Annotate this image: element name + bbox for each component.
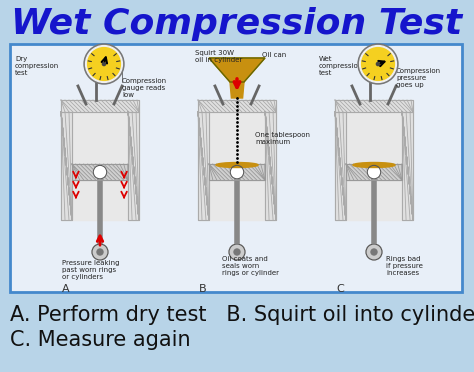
Bar bbox=[61, 112, 72, 220]
Circle shape bbox=[97, 249, 103, 255]
Bar bbox=[61, 100, 139, 112]
Circle shape bbox=[84, 44, 124, 84]
Bar bbox=[402, 112, 413, 220]
Text: Oil can: Oil can bbox=[262, 52, 286, 58]
Bar bbox=[72, 164, 128, 180]
Bar bbox=[346, 164, 402, 180]
Bar bbox=[335, 112, 346, 220]
Bar bbox=[72, 164, 128, 180]
Circle shape bbox=[371, 249, 377, 255]
Text: One tablespoon
maximum: One tablespoon maximum bbox=[255, 132, 310, 145]
Bar bbox=[265, 112, 276, 220]
Text: Oil coats and
seals worn
rings or cylinder: Oil coats and seals worn rings or cylind… bbox=[222, 256, 279, 276]
Circle shape bbox=[234, 249, 240, 255]
Bar bbox=[265, 112, 276, 220]
Text: A. Perform dry test   B. Squirt oil into cylinder: A. Perform dry test B. Squirt oil into c… bbox=[10, 305, 474, 325]
Text: C. Measure again: C. Measure again bbox=[10, 330, 191, 350]
Text: Squirt 30W
oil in cylinder: Squirt 30W oil in cylinder bbox=[195, 50, 242, 63]
Bar bbox=[128, 112, 139, 220]
Text: Dry
compression
test: Dry compression test bbox=[15, 56, 59, 76]
Ellipse shape bbox=[216, 163, 258, 167]
Circle shape bbox=[92, 244, 108, 260]
Text: Compression
pressure
goes up: Compression pressure goes up bbox=[396, 68, 441, 88]
Bar bbox=[346, 112, 402, 220]
Bar bbox=[402, 112, 413, 220]
Bar bbox=[209, 164, 265, 180]
Circle shape bbox=[88, 48, 120, 80]
Text: Pressure leaking
past worn rings
or cylinders: Pressure leaking past worn rings or cyli… bbox=[62, 260, 119, 280]
Circle shape bbox=[367, 166, 381, 179]
Bar bbox=[335, 112, 346, 220]
Bar bbox=[72, 112, 128, 220]
Text: A: A bbox=[62, 284, 70, 294]
Bar bbox=[61, 112, 72, 220]
Text: Wet
compression
test: Wet compression test bbox=[319, 56, 363, 76]
Bar bbox=[209, 164, 265, 180]
Bar bbox=[335, 100, 413, 112]
Circle shape bbox=[102, 62, 106, 65]
Bar bbox=[198, 100, 276, 112]
Bar bbox=[346, 164, 402, 180]
Bar bbox=[198, 112, 209, 220]
Bar bbox=[198, 100, 276, 112]
Circle shape bbox=[229, 244, 245, 260]
Text: Wet Compression Test: Wet Compression Test bbox=[11, 7, 463, 41]
Polygon shape bbox=[230, 82, 244, 98]
Circle shape bbox=[362, 48, 394, 80]
Circle shape bbox=[366, 244, 382, 260]
Ellipse shape bbox=[353, 163, 395, 167]
Bar bbox=[335, 100, 413, 112]
Bar bbox=[209, 112, 265, 220]
Text: Rings bad
if pressure
increases: Rings bad if pressure increases bbox=[386, 256, 423, 276]
Circle shape bbox=[358, 44, 398, 84]
Bar bbox=[198, 112, 209, 220]
Circle shape bbox=[376, 62, 380, 65]
Polygon shape bbox=[209, 58, 265, 82]
Text: Compression
gauge reads
low: Compression gauge reads low bbox=[122, 78, 167, 98]
Circle shape bbox=[93, 166, 107, 179]
Bar bbox=[61, 100, 139, 112]
Bar bbox=[128, 112, 139, 220]
Circle shape bbox=[230, 166, 244, 179]
Text: B: B bbox=[199, 284, 207, 294]
Text: C: C bbox=[336, 284, 344, 294]
Circle shape bbox=[360, 46, 396, 83]
FancyBboxPatch shape bbox=[10, 44, 462, 292]
Circle shape bbox=[86, 46, 122, 83]
